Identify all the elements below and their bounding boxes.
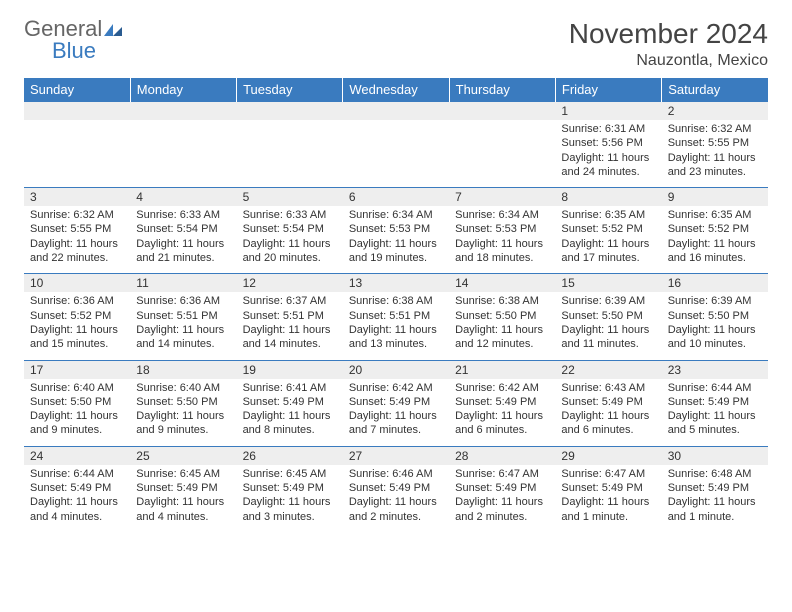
day-number: 5: [237, 188, 343, 207]
day-number: 8: [555, 188, 661, 207]
day-cell: Sunrise: 6:43 AMSunset: 5:49 PMDaylight:…: [555, 379, 661, 447]
day-cell: Sunrise: 6:39 AMSunset: 5:50 PMDaylight:…: [662, 292, 768, 360]
day-number: 15: [555, 274, 661, 293]
weekday-header-row: SundayMondayTuesdayWednesdayThursdayFrid…: [24, 78, 768, 102]
day-number: 20: [343, 360, 449, 379]
day-number: 28: [449, 446, 555, 465]
weekday-header: Saturday: [662, 78, 768, 102]
logo-icon: [104, 18, 124, 40]
day-number-row: 12: [24, 102, 768, 121]
day-cell: Sunrise: 6:45 AMSunset: 5:49 PMDaylight:…: [130, 465, 236, 532]
day-number: 1: [555, 102, 661, 121]
day-number-row: 3456789: [24, 188, 768, 207]
day-number: [237, 102, 343, 121]
header: GeneralBlue November 2024 Nauzontla, Mex…: [24, 18, 768, 70]
location: Nauzontla, Mexico: [569, 52, 768, 70]
day-cell: [449, 120, 555, 188]
day-cell: Sunrise: 6:32 AMSunset: 5:55 PMDaylight:…: [24, 206, 130, 274]
day-content-row: Sunrise: 6:44 AMSunset: 5:49 PMDaylight:…: [24, 465, 768, 532]
day-cell: Sunrise: 6:40 AMSunset: 5:50 PMDaylight:…: [130, 379, 236, 447]
day-number: [449, 102, 555, 121]
day-number: 26: [237, 446, 343, 465]
day-number: 22: [555, 360, 661, 379]
weekday-header: Monday: [130, 78, 236, 102]
day-number: [343, 102, 449, 121]
day-number: 11: [130, 274, 236, 293]
day-content-row: Sunrise: 6:40 AMSunset: 5:50 PMDaylight:…: [24, 379, 768, 447]
day-cell: Sunrise: 6:45 AMSunset: 5:49 PMDaylight:…: [237, 465, 343, 532]
day-cell: Sunrise: 6:34 AMSunset: 5:53 PMDaylight:…: [343, 206, 449, 274]
day-cell: Sunrise: 6:35 AMSunset: 5:52 PMDaylight:…: [555, 206, 661, 274]
day-number: 13: [343, 274, 449, 293]
day-number: 21: [449, 360, 555, 379]
day-number: 4: [130, 188, 236, 207]
day-number: 25: [130, 446, 236, 465]
day-number-row: 24252627282930: [24, 446, 768, 465]
day-cell: Sunrise: 6:47 AMSunset: 5:49 PMDaylight:…: [555, 465, 661, 532]
day-number: 3: [24, 188, 130, 207]
day-cell: Sunrise: 6:42 AMSunset: 5:49 PMDaylight:…: [449, 379, 555, 447]
logo: GeneralBlue: [24, 18, 124, 62]
day-cell: Sunrise: 6:34 AMSunset: 5:53 PMDaylight:…: [449, 206, 555, 274]
day-number: 6: [343, 188, 449, 207]
day-content-row: Sunrise: 6:31 AMSunset: 5:56 PMDaylight:…: [24, 120, 768, 188]
day-content-row: Sunrise: 6:32 AMSunset: 5:55 PMDaylight:…: [24, 206, 768, 274]
day-cell: [237, 120, 343, 188]
day-cell: Sunrise: 6:44 AMSunset: 5:49 PMDaylight:…: [24, 465, 130, 532]
day-number: 29: [555, 446, 661, 465]
day-cell: Sunrise: 6:40 AMSunset: 5:50 PMDaylight:…: [24, 379, 130, 447]
day-cell: Sunrise: 6:42 AMSunset: 5:49 PMDaylight:…: [343, 379, 449, 447]
day-cell: Sunrise: 6:35 AMSunset: 5:52 PMDaylight:…: [662, 206, 768, 274]
day-number: 18: [130, 360, 236, 379]
day-cell: Sunrise: 6:38 AMSunset: 5:51 PMDaylight:…: [343, 292, 449, 360]
day-number: 17: [24, 360, 130, 379]
title-block: November 2024 Nauzontla, Mexico: [569, 18, 768, 70]
day-cell: Sunrise: 6:37 AMSunset: 5:51 PMDaylight:…: [237, 292, 343, 360]
day-cell: Sunrise: 6:38 AMSunset: 5:50 PMDaylight:…: [449, 292, 555, 360]
weekday-header: Tuesday: [237, 78, 343, 102]
day-content-row: Sunrise: 6:36 AMSunset: 5:52 PMDaylight:…: [24, 292, 768, 360]
month-title: November 2024: [569, 18, 768, 50]
day-cell: Sunrise: 6:32 AMSunset: 5:55 PMDaylight:…: [662, 120, 768, 188]
day-cell: [130, 120, 236, 188]
day-number-row: 10111213141516: [24, 274, 768, 293]
day-number: 19: [237, 360, 343, 379]
day-number-row: 17181920212223: [24, 360, 768, 379]
day-number: 12: [237, 274, 343, 293]
weekday-header: Friday: [555, 78, 661, 102]
day-number: 10: [24, 274, 130, 293]
day-number: 30: [662, 446, 768, 465]
day-number: 23: [662, 360, 768, 379]
day-cell: Sunrise: 6:47 AMSunset: 5:49 PMDaylight:…: [449, 465, 555, 532]
day-cell: Sunrise: 6:48 AMSunset: 5:49 PMDaylight:…: [662, 465, 768, 532]
day-number: 27: [343, 446, 449, 465]
day-number: 7: [449, 188, 555, 207]
calendar: SundayMondayTuesdayWednesdayThursdayFrid…: [24, 78, 768, 532]
weekday-header: Thursday: [449, 78, 555, 102]
day-number: 2: [662, 102, 768, 121]
day-number: 24: [24, 446, 130, 465]
weekday-header: Sunday: [24, 78, 130, 102]
day-number: 14: [449, 274, 555, 293]
day-cell: Sunrise: 6:44 AMSunset: 5:49 PMDaylight:…: [662, 379, 768, 447]
day-cell: Sunrise: 6:41 AMSunset: 5:49 PMDaylight:…: [237, 379, 343, 447]
day-number: [130, 102, 236, 121]
day-cell: [343, 120, 449, 188]
day-cell: Sunrise: 6:33 AMSunset: 5:54 PMDaylight:…: [130, 206, 236, 274]
day-cell: Sunrise: 6:36 AMSunset: 5:52 PMDaylight:…: [24, 292, 130, 360]
day-cell: Sunrise: 6:46 AMSunset: 5:49 PMDaylight:…: [343, 465, 449, 532]
day-cell: Sunrise: 6:39 AMSunset: 5:50 PMDaylight:…: [555, 292, 661, 360]
logo-text-blue: Blue: [52, 40, 124, 62]
day-number: [24, 102, 130, 121]
day-number: 16: [662, 274, 768, 293]
day-number: 9: [662, 188, 768, 207]
day-cell: Sunrise: 6:33 AMSunset: 5:54 PMDaylight:…: [237, 206, 343, 274]
day-cell: Sunrise: 6:36 AMSunset: 5:51 PMDaylight:…: [130, 292, 236, 360]
logo-text-general: General: [24, 18, 102, 40]
day-cell: Sunrise: 6:31 AMSunset: 5:56 PMDaylight:…: [555, 120, 661, 188]
weekday-header: Wednesday: [343, 78, 449, 102]
day-cell: [24, 120, 130, 188]
